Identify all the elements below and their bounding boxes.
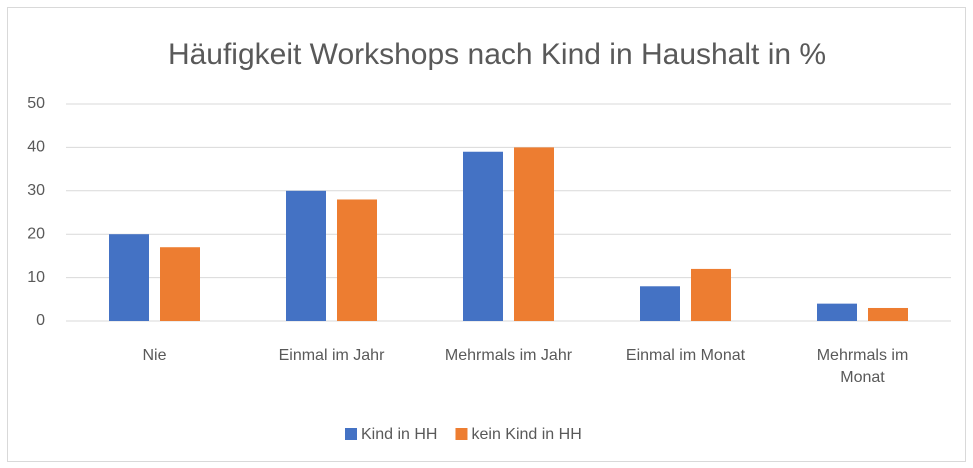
y-tick-label: 10	[27, 269, 45, 286]
x-tick-label: Mehrmals im Jahr	[444, 347, 573, 364]
bar	[109, 234, 149, 321]
y-tick-label: 50	[27, 95, 45, 112]
y-tick-label: 30	[27, 182, 45, 199]
y-tick-label: 20	[27, 225, 45, 242]
y-tick-label: 40	[27, 139, 45, 156]
bar	[337, 199, 377, 321]
y-tick-label: 0	[36, 312, 45, 329]
legend-label: kein Kind in HH	[471, 426, 581, 443]
bar	[868, 307, 908, 321]
x-tick-label: Nie	[142, 347, 167, 364]
x-tick-label: Einmal im Jahr	[278, 347, 385, 364]
bar	[514, 147, 554, 321]
bar	[817, 303, 857, 321]
legend-swatch	[455, 428, 468, 440]
bar	[160, 247, 200, 321]
bar	[640, 286, 680, 321]
x-tick-label: Mehrmals im Monat	[816, 347, 909, 386]
chart-title: Häufigkeit Workshops nach Kind in Hausha…	[168, 38, 826, 71]
bar	[286, 190, 326, 321]
bar	[463, 151, 503, 321]
legend-label: Kind in HH	[361, 426, 437, 443]
legend-swatch	[345, 428, 357, 440]
bar	[691, 268, 731, 321]
x-tick-label: Einmal im Monat	[625, 347, 746, 364]
